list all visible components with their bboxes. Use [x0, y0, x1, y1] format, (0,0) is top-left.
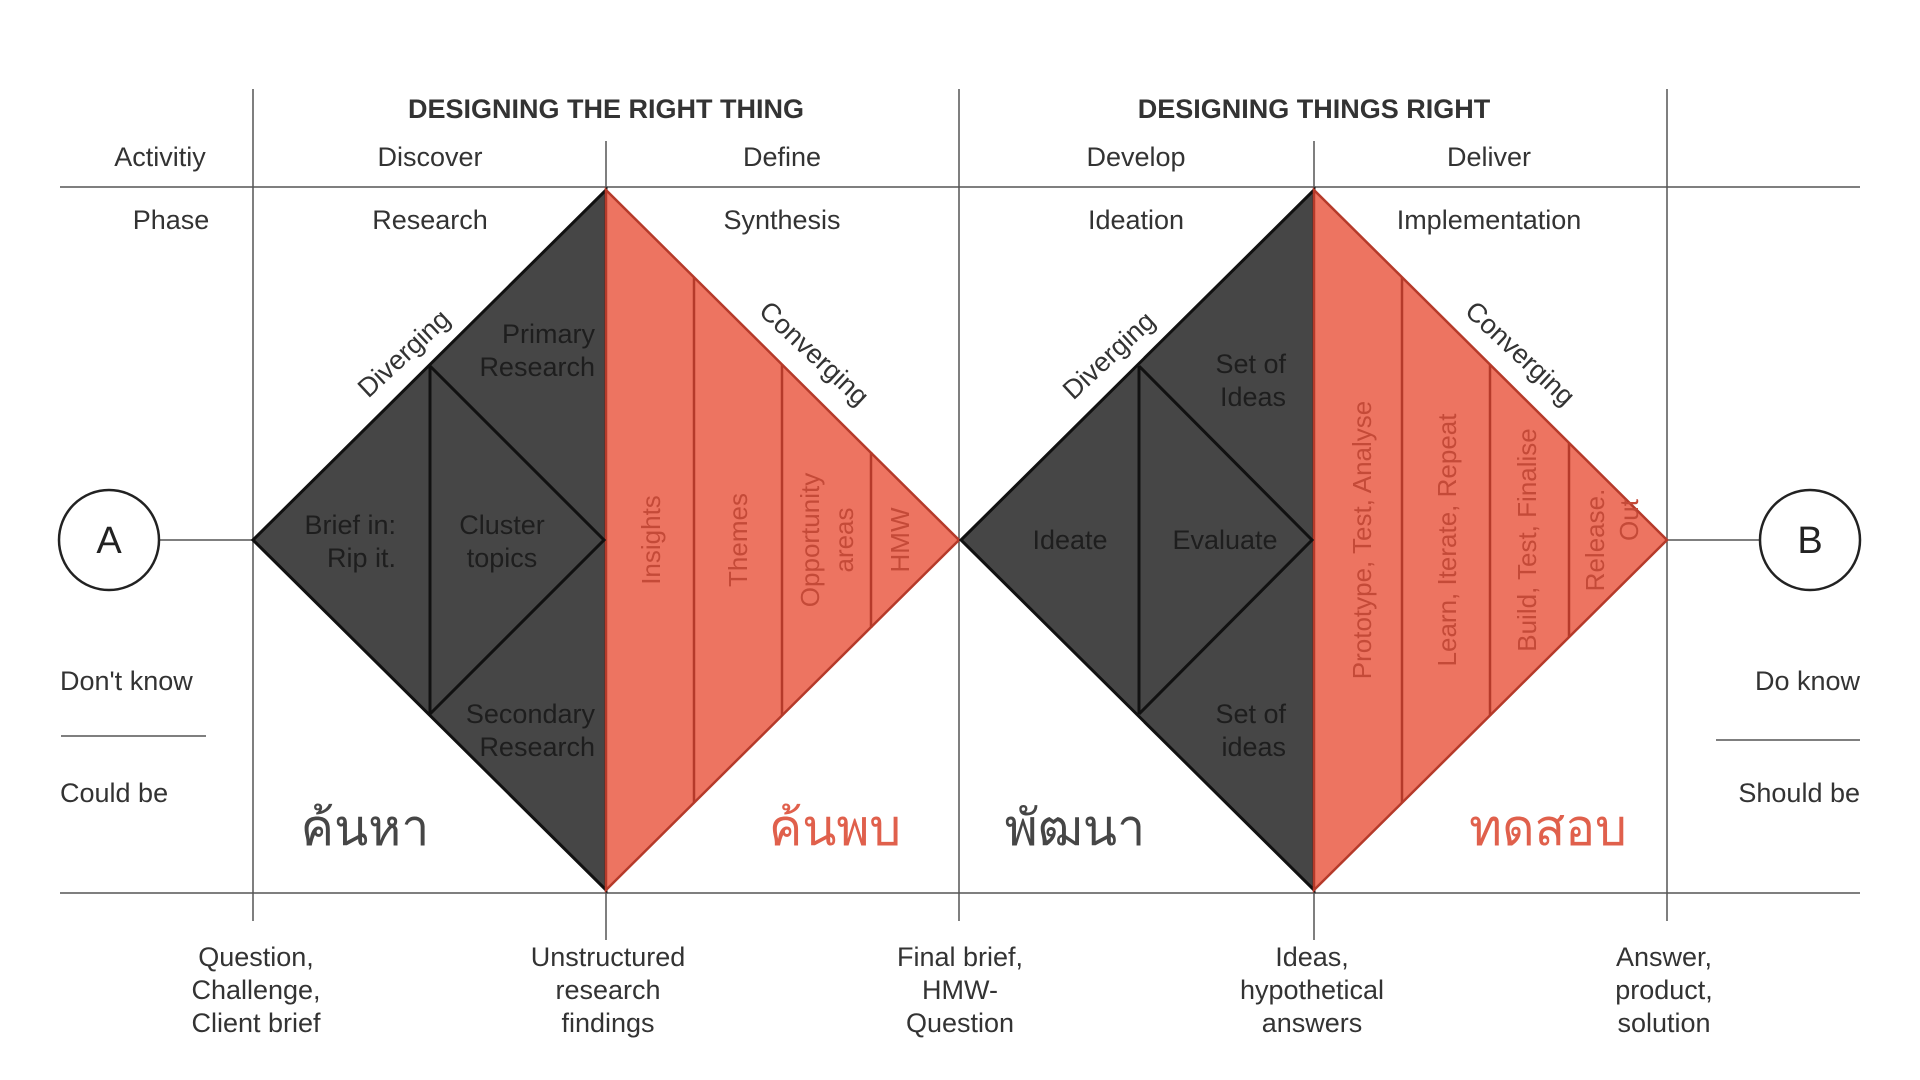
brief-in-label: Brief in:	[304, 510, 396, 540]
learn-label: Learn, Iterate, Repeat	[1432, 413, 1462, 667]
output-4-line-1: Ideas,	[1275, 942, 1349, 972]
could-be-label: Could be	[60, 778, 168, 808]
output-3-line-2: HMW-	[922, 975, 998, 1005]
release-label: Release.	[1580, 489, 1610, 592]
secondary-research-label-2: Research	[479, 732, 595, 762]
diamond-discover-define: Diverging Converging Primary Research Br…	[250, 186, 961, 894]
endpoint-a: A	[57, 488, 161, 592]
phase-research: Research	[372, 205, 488, 235]
rip-it-label: Rip it.	[327, 543, 396, 573]
set-of-ideas-bottom-2: ideas	[1221, 732, 1286, 762]
thai-develop-label: พัฒนา	[1005, 799, 1145, 857]
activity-deliver: Deliver	[1447, 142, 1531, 172]
output-2-line-3: findings	[561, 1008, 654, 1038]
output-4-line-2: hypothetical	[1240, 975, 1384, 1005]
evaluate-label: Evaluate	[1172, 525, 1277, 555]
output-4-line-3: answers	[1262, 1008, 1363, 1038]
themes-label: Themes	[723, 493, 753, 587]
set-of-ideas-top: Set of	[1215, 349, 1286, 379]
output-1-line-2: Challenge,	[191, 975, 320, 1005]
prototype-label: Prototype, Test, Analyse	[1347, 401, 1377, 679]
should-be-label: Should be	[1738, 778, 1860, 808]
thai-discover-label: ค้นพบ	[769, 799, 901, 857]
phase-implementation: Implementation	[1397, 205, 1582, 235]
out-label: Out	[1614, 498, 1644, 541]
activity-develop: Develop	[1086, 142, 1185, 172]
set-of-ideas-top-2: Ideas	[1220, 382, 1286, 412]
diamond-develop-deliver: Diverging Converging Set of Ideas Ideate…	[958, 186, 1669, 894]
build-label: Build, Test, Finalise	[1512, 428, 1542, 652]
output-3-line-1: Final brief,	[897, 942, 1023, 972]
output-5-line-2: product,	[1615, 975, 1713, 1005]
thai-test-label: ทดสอบ	[1469, 799, 1627, 857]
endpoint-b: B	[1758, 488, 1862, 592]
ideate-label: Ideate	[1032, 525, 1107, 555]
activity-label: Activitiy	[114, 142, 206, 172]
output-2-line-2: research	[555, 975, 660, 1005]
opportunity-label: Opportunity	[795, 473, 825, 607]
primary-research-label: Primary	[502, 319, 595, 349]
primary-research-label-2: Research	[479, 352, 595, 382]
do-know-label: Do know	[1755, 666, 1861, 696]
phase-label: Phase	[133, 205, 210, 235]
output-2-line-1: Unstructured	[531, 942, 686, 972]
secondary-research-label: Secondary	[466, 699, 596, 729]
endpoint-b-label: B	[1797, 520, 1822, 562]
areas-label: areas	[829, 507, 859, 572]
thai-search-label: ค้นหา	[301, 799, 430, 857]
insights-label: Insights	[636, 495, 666, 585]
header-designing-right-thing: DESIGNING THE RIGHT THING	[408, 94, 804, 124]
output-1-line-1: Question,	[198, 942, 314, 972]
output-3-line-3: Question	[906, 1008, 1014, 1038]
cluster-label: Cluster	[459, 510, 545, 540]
header-designing-things-right: DESIGNING THINGS RIGHT	[1138, 94, 1491, 124]
dont-know-label: Don't know	[60, 666, 193, 696]
output-5-line-1: Answer,	[1616, 942, 1712, 972]
output-5-line-3: solution	[1617, 1008, 1710, 1038]
activity-discover: Discover	[377, 142, 482, 172]
topics-label: topics	[467, 543, 538, 573]
phase-synthesis: Synthesis	[723, 205, 840, 235]
set-of-ideas-bottom: Set of	[1215, 699, 1286, 729]
output-1-line-3: Client brief	[191, 1008, 321, 1038]
endpoint-a-label: A	[96, 520, 122, 562]
phase-ideation: Ideation	[1088, 205, 1184, 235]
activity-define: Define	[743, 142, 821, 172]
outputs: Question, Challenge, Client brief Unstru…	[191, 942, 1712, 1038]
hmw-label: HMW	[885, 507, 915, 572]
